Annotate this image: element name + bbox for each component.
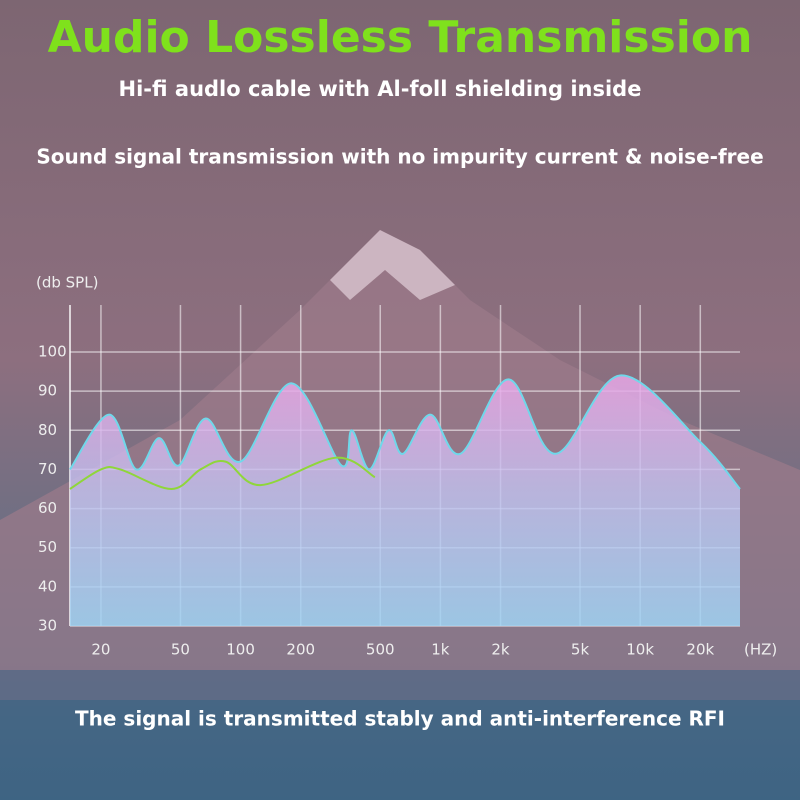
subtitle: Hi-fi audlo cable with Al-foll shielding… [119, 77, 642, 101]
y-tick-label: 80 [38, 421, 57, 439]
y-axis-label: (db SPL) [36, 274, 98, 292]
y-tick-label: 30 [38, 617, 57, 635]
y-tick-label: 100 [38, 343, 67, 361]
x-tick-label: 50 [171, 641, 190, 659]
title: Audio Lossless Transmission [48, 12, 753, 63]
y-tick-label: 50 [38, 538, 57, 556]
x-tick-label: 5k [571, 641, 590, 659]
snow-cap [330, 230, 455, 300]
x-tick-label: 20 [91, 641, 110, 659]
area-line [69, 374, 741, 490]
x-tick-label: 20k [686, 641, 714, 659]
x-tick-label: 200 [286, 641, 315, 659]
x-tick-label: 1k [431, 641, 450, 659]
plot: 30 40 50 60 70 80 90 100 20 50 100 200 500 1k 2k 5k 10k 2… [38, 305, 741, 659]
y-tick-label: 70 [38, 460, 57, 478]
lower-band [0, 670, 800, 800]
x-tick-label: 2k [491, 641, 510, 659]
y-tick-label: 40 [38, 577, 57, 595]
x-tick-label: 100 [226, 641, 255, 659]
y-tick-label: 90 [38, 382, 57, 400]
y-tick-label: 60 [38, 499, 57, 517]
x-tick-label: 10k [626, 641, 654, 659]
line [69, 456, 376, 491]
x-tick-label: 500 [366, 641, 395, 659]
footer-text: The signal is transmitted stably and ant… [75, 707, 725, 731]
x-axis-label: (HZ) [744, 641, 777, 659]
tagline: Sound signal transmission with no impuri… [36, 145, 763, 169]
